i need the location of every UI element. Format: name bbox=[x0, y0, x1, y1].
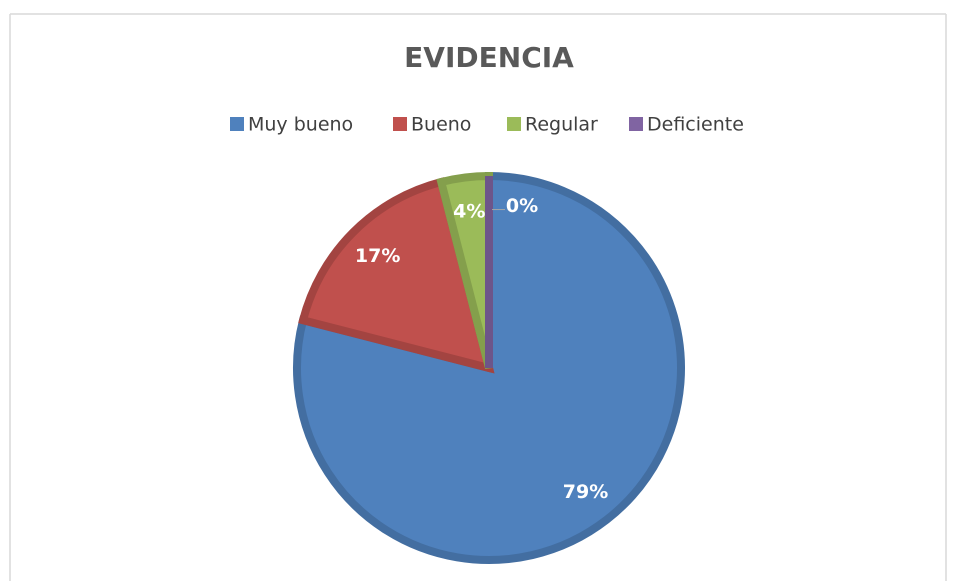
legend: Muy bueno Bueno Regular Deficiente bbox=[230, 114, 744, 136]
data-label: 17% bbox=[355, 245, 400, 267]
data-labels: 79% 17% 4% 0% bbox=[355, 195, 608, 503]
legend-swatch bbox=[629, 117, 643, 131]
legend-swatch bbox=[393, 117, 407, 131]
legend-label: Muy bueno bbox=[248, 114, 353, 136]
data-label: 4% bbox=[453, 200, 485, 222]
data-label: 79% bbox=[563, 481, 608, 503]
pie bbox=[293, 171, 685, 564]
legend-label: Regular bbox=[525, 114, 598, 136]
legend-label: Bueno bbox=[411, 114, 471, 136]
chart-title: EVIDENCIA bbox=[404, 41, 574, 74]
legend-swatch bbox=[507, 117, 521, 131]
legend-swatch bbox=[230, 117, 244, 131]
data-label: 0% bbox=[506, 195, 538, 217]
legend-label: Deficiente bbox=[647, 114, 744, 136]
pie-slice bbox=[298, 177, 495, 374]
pie-slice bbox=[293, 171, 685, 564]
